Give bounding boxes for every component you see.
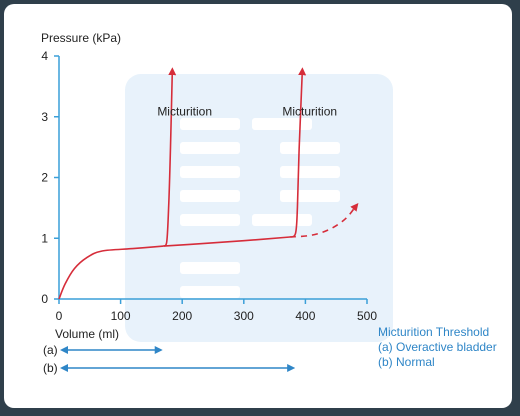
chart: Pressure (kPa) Volume (ml) 0 1 2 3 4 0 100 200 3…	[41, 31, 497, 375]
y-tick-label: 0	[41, 292, 48, 306]
y-tick-label: 4	[41, 49, 48, 63]
x-tick-label: 400	[295, 309, 315, 323]
legend-item-b: (b) Normal	[378, 355, 435, 369]
y-tick-label: 2	[41, 171, 48, 185]
y-axis-label: Pressure (kPa)	[41, 31, 121, 45]
legend-item-a: (a) Overactive bladder	[378, 340, 497, 354]
range-label: (b)	[43, 361, 58, 375]
plot-area	[58, 67, 359, 300]
watermark-placeholder	[125, 74, 393, 342]
axes: 0 1 2 3 4 0 100 200 300 400 500	[41, 49, 377, 323]
series-line-2	[163, 236, 291, 247]
x-tick-label: 0	[56, 309, 63, 323]
x-tick-label: 200	[172, 309, 192, 323]
x-tick-label: 100	[111, 309, 131, 323]
range-label: (a)	[43, 343, 58, 357]
legend-title: Micturition Threshold	[378, 325, 489, 339]
legend: Micturition Threshold (a) Overactive bla…	[378, 325, 497, 369]
y-tick-label: 3	[41, 110, 48, 124]
annotations: Micturition Micturition	[157, 105, 337, 119]
x-tick-label: 500	[357, 309, 377, 323]
x-tick-label: 300	[234, 309, 254, 323]
chart-card: Pressure (kPa) Volume (ml) 0 1 2 3 4 0 100 200 3…	[4, 4, 512, 408]
series-line-1	[163, 67, 177, 247]
x-axis-label: Volume (ml)	[55, 327, 119, 341]
series-line-0	[58, 245, 164, 300]
annotation-micturition: Micturition	[282, 105, 337, 119]
annotation-micturition: Micturition	[157, 105, 212, 119]
y-tick-label: 1	[41, 231, 48, 245]
series-line-4	[289, 202, 359, 238]
threshold-ranges: (a) (b)	[43, 343, 296, 375]
